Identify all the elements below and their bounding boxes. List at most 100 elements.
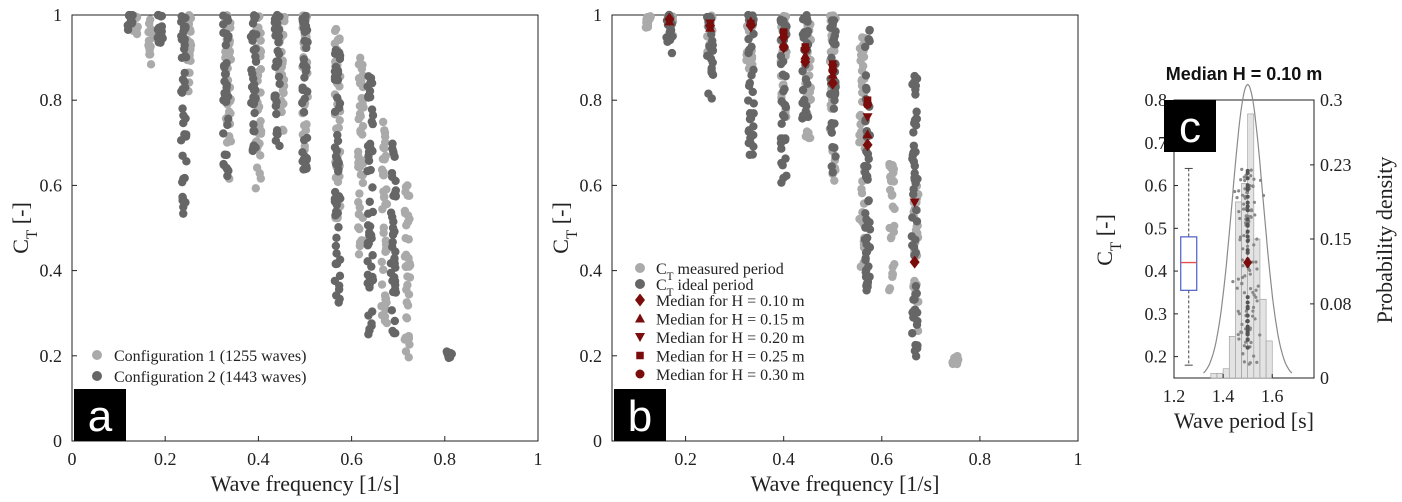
legend-entry: Configuration 1 (1255 waves) [114,348,306,365]
scatter-point [354,250,364,259]
scatter-point [864,262,873,271]
scatter-point [1245,250,1250,255]
median-point [1243,256,1253,269]
median-markers [664,12,920,269]
scatter-point [1245,204,1250,209]
legend-entry: CT ideal period [656,277,753,299]
scatter-point [391,176,400,186]
scatter-point [274,72,284,81]
scatter-point [405,273,415,282]
scatter-point [331,62,341,72]
scatter-point [355,203,364,212]
scatter-point [1245,313,1250,318]
scatter-point [1245,217,1250,222]
x-tick-label: 1.6 [1261,386,1284,406]
legend-entry: Median for H = 0.15 m [656,312,805,329]
median-point [828,60,837,68]
scatter-point [746,138,755,148]
scatter-point [251,12,260,21]
scatter-point [747,42,756,52]
panel-label: c [1179,103,1201,152]
scatter-point [912,114,922,124]
scatter-point [387,306,397,315]
scatter-point [356,53,365,63]
scatter-point [388,242,397,252]
scatter-point [404,235,413,244]
scatter-point [1251,314,1255,318]
scatter-point [355,109,365,119]
scatter-point [803,112,813,122]
scatter-point [776,59,786,69]
scatter-point [828,143,837,152]
scatter-point [1252,354,1256,358]
scatter-point [389,149,398,158]
y-tick-label: 0.2 [1145,347,1168,367]
scatter-point [829,104,839,113]
scatter-point [804,128,813,137]
scatter-point [780,112,789,122]
scatter-point [1253,213,1257,217]
y-tick-labels-right: 0 0.08 0.15 0.23 0.3 [1320,90,1352,388]
scatter-point [1245,190,1250,195]
scatter-point [1249,209,1254,213]
scatter-point [830,176,839,185]
scatter-point [861,209,870,218]
y-axis-label: CT [-] [1092,214,1125,266]
scatter-point [744,96,753,105]
scatter-point [1256,284,1260,288]
scatter-point [1242,175,1246,179]
scatter-point [1249,168,1253,172]
scatter-point [355,224,364,234]
scatter-point [885,159,894,169]
scatter-point [365,197,374,206]
scatter-point [1237,312,1242,316]
scatter-point [827,128,837,137]
scatter-point [333,136,343,146]
scatter-point [1244,309,1248,313]
scatter-point [1245,194,1250,199]
scatter-point [366,77,376,86]
scatter-point [1240,322,1244,326]
scatter-point [247,65,256,75]
y-tick-label: 0.6 [580,175,603,195]
scatter-point [179,118,188,128]
scatter-point [333,208,342,218]
scatter-point [444,353,453,363]
x-tick-labels: 1.2 1.4 1.6 [1163,386,1284,406]
y-tick-label-right: 0.15 [1320,229,1352,249]
scatter-point [910,305,920,314]
scatter-point [334,158,343,168]
median-point [779,28,788,36]
y-tick-label: 0.5 [1145,218,1168,238]
scatter-point [1237,189,1241,193]
scatter-point [1238,235,1243,239]
scatter-point [1258,178,1263,182]
scatter-point [181,83,190,92]
scatter-point [146,60,156,69]
x-tick-label: 0.8 [434,449,457,469]
scatter-point [180,40,189,50]
scatter-point [830,40,839,49]
scatter-point [178,104,187,113]
scatter-point [154,31,164,40]
scatter-point [888,190,897,199]
scatter-point [909,295,918,304]
scatter-point [1245,170,1250,175]
scatter-point [298,83,307,92]
scatter-point [364,311,373,320]
y-tick-label: 0.2 [580,346,603,366]
panel-label-box [1164,100,1216,152]
scatter-point [378,117,388,127]
scatter-point [746,114,756,123]
scatter-point [1245,234,1250,239]
scatter-point [744,34,753,44]
scatter-point [911,352,921,361]
scatter-point [1242,360,1246,364]
scatter-point [1245,326,1250,331]
scatter-point [274,57,283,66]
scatter-point [1233,189,1237,194]
scatter-point [1245,223,1250,228]
scatter-point [218,20,228,29]
scatter-point [865,243,875,252]
scatter-point [356,162,365,171]
